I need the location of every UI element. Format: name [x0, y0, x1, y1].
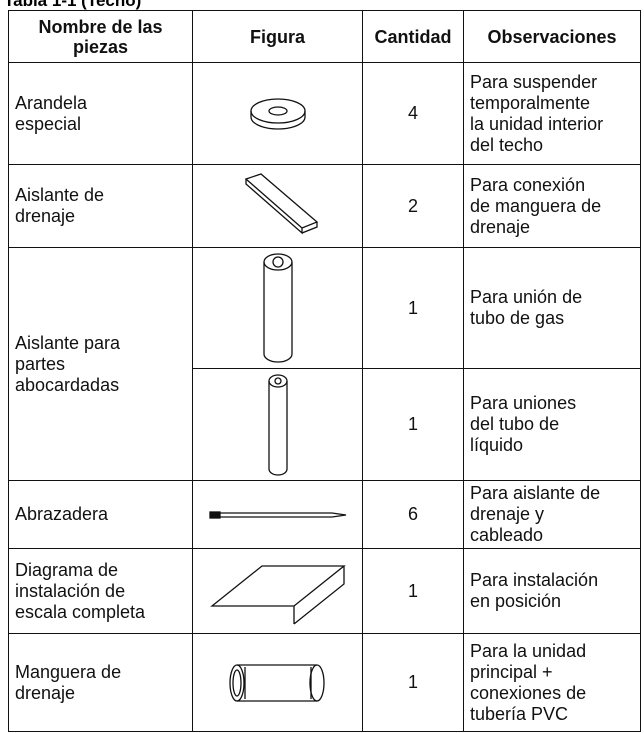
observation: Para unión de — [470, 287, 583, 307]
part-name: Aislante de — [15, 185, 105, 205]
part-name: drenaje — [15, 206, 76, 226]
observation: temporalmente — [470, 92, 591, 113]
quantity: 6 — [362, 480, 464, 549]
table-row: Aislante para partes abocardadas 1 Para unió… — [8, 247, 641, 481]
cell: Para aislante de drenaje y cableado — [463, 480, 641, 549]
header: Figura — [192, 10, 363, 63]
parts-table: Nombre de las piezas Figura Cantidad Obse… — [8, 10, 641, 732]
observation: la unidad interior — [470, 113, 604, 134]
part-figure — [244, 173, 318, 235]
part-figure — [249, 97, 306, 130]
observation: de manguera de — [470, 195, 602, 216]
cell — [192, 62, 363, 165]
quantity: 1 — [362, 368, 464, 481]
cell — [192, 164, 363, 248]
cell: Para la unidad principal + conexiones de tu… — [463, 633, 641, 732]
cell: Para uniones del tubo de líquido — [463, 368, 641, 481]
observation: conexiones de — [470, 682, 587, 703]
part-name: instalación de — [15, 580, 126, 601]
cell: Para conexión de manguera de drenaje — [463, 164, 641, 248]
observation: líquido — [470, 435, 524, 455]
observation: Para aislante de — [470, 483, 601, 503]
observation: en posición — [470, 591, 562, 611]
observation: Para suspender — [470, 71, 598, 92]
part-name: Aislante para — [15, 332, 121, 353]
part-name: escala completa — [15, 601, 146, 622]
cell: Para suspender temporalmente la unidad int… — [463, 62, 641, 165]
observation: principal + — [470, 661, 553, 682]
cell: Arandela especial — [8, 62, 193, 165]
part-figure — [209, 565, 346, 625]
part-name: especial — [15, 113, 82, 134]
part-figure — [262, 253, 293, 363]
cell — [192, 548, 363, 634]
table-row: Diagrama de instalación de escala completa… — [8, 548, 641, 634]
part-figure — [267, 373, 288, 476]
cell: Manguera de drenaje — [8, 633, 193, 732]
quantity: 1 — [362, 633, 464, 732]
part-name: drenaje — [15, 682, 76, 703]
cell: Aislante para partes abocardadas — [8, 247, 193, 481]
header: Observaciones — [463, 10, 641, 63]
table-row: Abrazadera 6 Para aislante de drenaje y cabl… — [8, 480, 641, 549]
table-row: 1 Para uniones del tubo de líquido — [9, 368, 641, 481]
table-title: Tabla 1-1 (Techo) — [4, 0, 142, 10]
quantity: 2 — [362, 164, 464, 248]
cell: Diagrama de instalación de escala completa — [8, 548, 193, 634]
cell: Para instalación en posición — [463, 548, 641, 634]
cell — [192, 480, 363, 549]
part-name: Diagrama de — [15, 559, 119, 580]
table-row: Arandela especial 4 Para suspender temporalm… — [8, 62, 641, 165]
part-name: partes — [15, 353, 66, 374]
header: Cantidad — [362, 10, 464, 63]
text: piezas — [72, 36, 129, 57]
part-figure — [228, 663, 325, 702]
table-row: Aislante de drenaje 2 Para conexión de mangu… — [8, 164, 641, 248]
cell: Aislante de drenaje — [8, 164, 193, 248]
observation: tubo de gas — [470, 308, 565, 328]
observation: del techo — [470, 134, 544, 155]
quantity: 4 — [362, 62, 464, 165]
observation: del tubo de — [470, 414, 560, 434]
part-name: abocardadas — [15, 374, 120, 395]
observation: Para conexión — [470, 174, 586, 195]
header-row: Nombre de las piezas Figura Cantidad Obse… — [8, 10, 641, 63]
cell — [192, 247, 363, 369]
cell: Abrazadera — [8, 480, 193, 549]
observation: Para uniones — [470, 393, 577, 413]
cell — [192, 633, 363, 732]
part-name: Arandela — [15, 92, 88, 113]
observation: drenaje — [470, 216, 531, 237]
observation: cableado — [470, 525, 544, 545]
quantity: 1 — [362, 247, 464, 369]
observation: Para la unidad — [470, 640, 587, 661]
table-row: Manguera de drenaje 1 Para la unidad princip… — [8, 633, 641, 732]
part-name: Abrazadera — [15, 504, 109, 524]
part-figure — [208, 510, 346, 519]
observation: drenaje y — [470, 504, 545, 524]
cell: Para unión de tubo de gas — [463, 247, 641, 369]
quantity: 1 — [362, 548, 464, 634]
observation: tubería PVC — [470, 703, 569, 724]
part-name: Manguera de — [15, 661, 122, 682]
text: Nombre de las — [38, 16, 163, 37]
observation: Para instalación — [470, 570, 599, 590]
cell — [192, 368, 363, 481]
header: Nombre de las piezas — [8, 10, 193, 63]
